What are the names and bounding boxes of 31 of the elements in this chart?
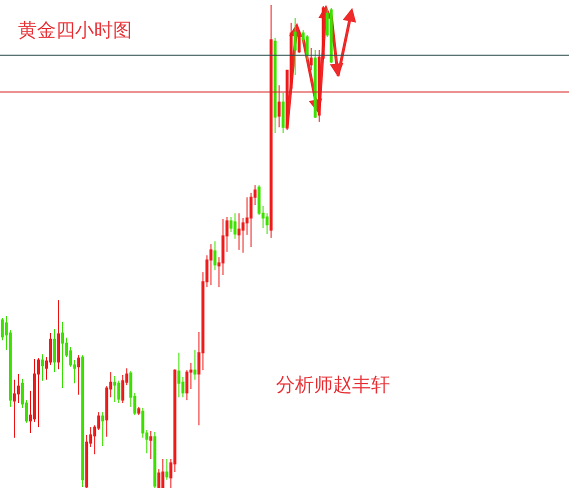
candlestick (298, 30, 301, 54)
candlestick (234, 212, 236, 240)
candlestick (282, 92, 285, 134)
candlestick (294, 18, 297, 76)
candlestick (270, 4, 273, 238)
candlestick (117, 380, 120, 404)
candlestick (238, 212, 240, 250)
candlestick (310, 48, 313, 71)
annotation: 分析师赵丰轩 (276, 374, 390, 396)
candlestick (113, 375, 116, 403)
candlestick (161, 458, 164, 488)
candlestick (41, 354, 44, 382)
candlestick (314, 49, 317, 119)
candlestick (61, 321, 64, 389)
candlestick (306, 34, 309, 61)
candlestick (274, 37, 277, 134)
candlestick (57, 300, 60, 370)
candlestick (53, 328, 56, 373)
candlestick (177, 352, 180, 398)
candlestick (193, 349, 196, 380)
candlestick (165, 458, 168, 480)
candlestick (213, 240, 216, 271)
candlestick (101, 412, 104, 446)
candlestick (278, 84, 281, 128)
candlestick (77, 354, 80, 396)
candlestick (153, 431, 156, 488)
candlestick (81, 354, 84, 488)
candlestick (37, 358, 40, 428)
candlestick (209, 244, 212, 286)
candlestick (149, 430, 152, 460)
text: 黄金四小时图 (18, 20, 132, 42)
